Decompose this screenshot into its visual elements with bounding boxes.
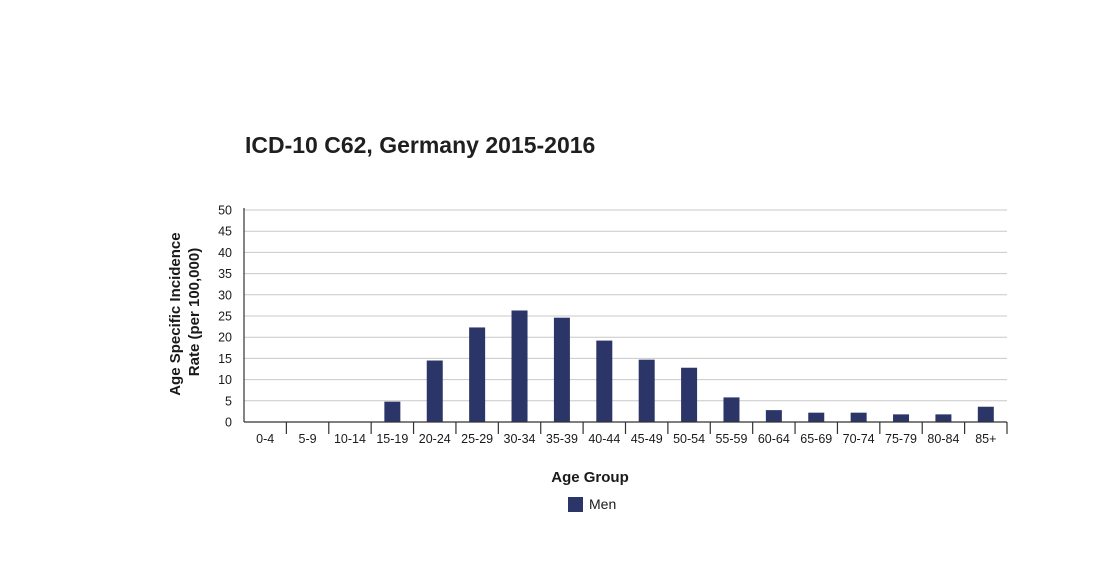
y-tick-label: 45 [218,225,232,239]
bar-70-74 [850,412,867,422]
y-tick-label: 35 [218,267,232,281]
y-tick-label: 50 [218,204,232,218]
y-axis-label: Age Specific Incidence Rate (per 100,000… [167,228,203,396]
x-tick-label: 25-29 [461,432,493,446]
bar-30-34 [511,310,528,422]
bar-20-24 [426,360,443,422]
gridlines [244,209,1007,402]
x-tick-label: 30-34 [504,432,536,446]
legend-swatch-men [568,496,583,512]
y-tick-label: 40 [218,246,232,260]
x-tick-label: 75-79 [885,432,917,446]
bar-80-84 [935,414,952,422]
x-tick-label: 60-64 [758,432,790,446]
bar-50-54 [681,367,698,422]
bar-60-64 [765,410,782,422]
y-axis-label-line-2: Rate (per 100,000) [186,248,203,376]
bar-35-39 [553,317,570,422]
y-tick-label: 0 [225,416,232,430]
bar-40-44 [596,340,613,422]
y-tick-label: 5 [225,394,232,408]
y-tick-label: 10 [218,373,232,387]
x-axis-label: Age Group [551,469,629,486]
x-tick-label: 5-9 [299,432,317,446]
y-tick-label: 15 [218,352,232,366]
x-tick-label: 45-49 [631,432,663,446]
bar-55-59 [723,397,740,422]
legend-label-men: Men [589,496,617,512]
x-tick-label: 20-24 [419,432,451,446]
y-axis-ticks: 0 5 10 15 20 25 30 35 40 45 50 [218,204,232,430]
bars [384,310,994,422]
bar-15-19 [384,401,401,422]
y-tick-label: 25 [218,310,232,324]
x-tick-label: 0-4 [256,432,274,446]
x-tick-label: 85+ [975,432,996,446]
y-tick-label: 20 [218,331,232,345]
x-tick-label: 15-19 [376,432,408,446]
x-tick-label: 40-44 [588,432,620,446]
chart-title: ICD-10 C62, Germany 2015-2016 [245,132,596,158]
bar-45-49 [638,359,655,422]
y-tick-label: 30 [218,288,232,302]
bar-85+ [977,406,994,422]
y-axis-label-line-1: Age Specific Incidence [167,232,184,395]
x-tick-label: 80-84 [927,432,959,446]
x-tick-label: 70-74 [843,432,875,446]
bar-25-29 [469,327,486,422]
x-tick-label: 65-69 [800,432,832,446]
x-tick-label: 55-59 [715,432,747,446]
legend: Men [568,496,616,512]
bar-75-79 [893,414,910,422]
x-axis-ticks: 0-4 5-9 10-14 15-19 20-24 25-29 30-34 35-39 40-4… [256,422,1008,446]
x-tick-label: 50-54 [673,432,705,446]
x-tick-label: 35-39 [546,432,578,446]
bar-65-69 [808,412,825,422]
x-tick-label: 10-14 [334,432,366,446]
